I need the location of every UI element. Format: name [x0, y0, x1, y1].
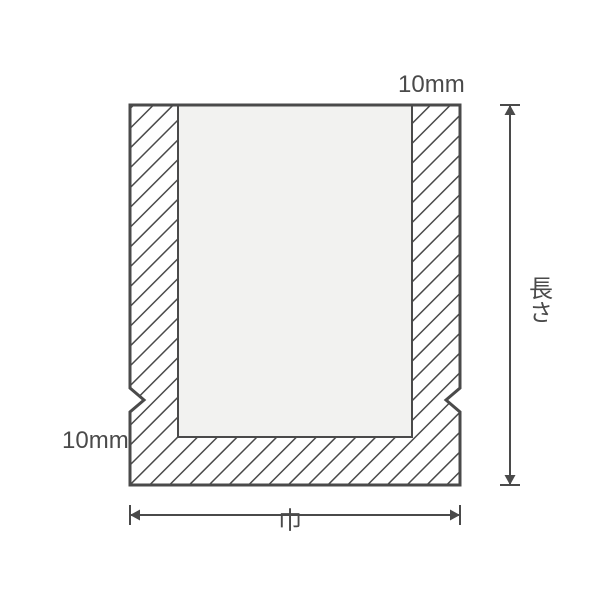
package-seal-diagram: 10mm 10mm 巾 長さ — [0, 0, 600, 600]
inner-cavity — [178, 105, 412, 437]
label-width_label: 巾 — [278, 507, 302, 534]
label-top_seal: 10mm — [398, 71, 465, 98]
label-left_seal: 10mm — [62, 427, 129, 454]
label-length_label: 長さ — [525, 276, 552, 324]
